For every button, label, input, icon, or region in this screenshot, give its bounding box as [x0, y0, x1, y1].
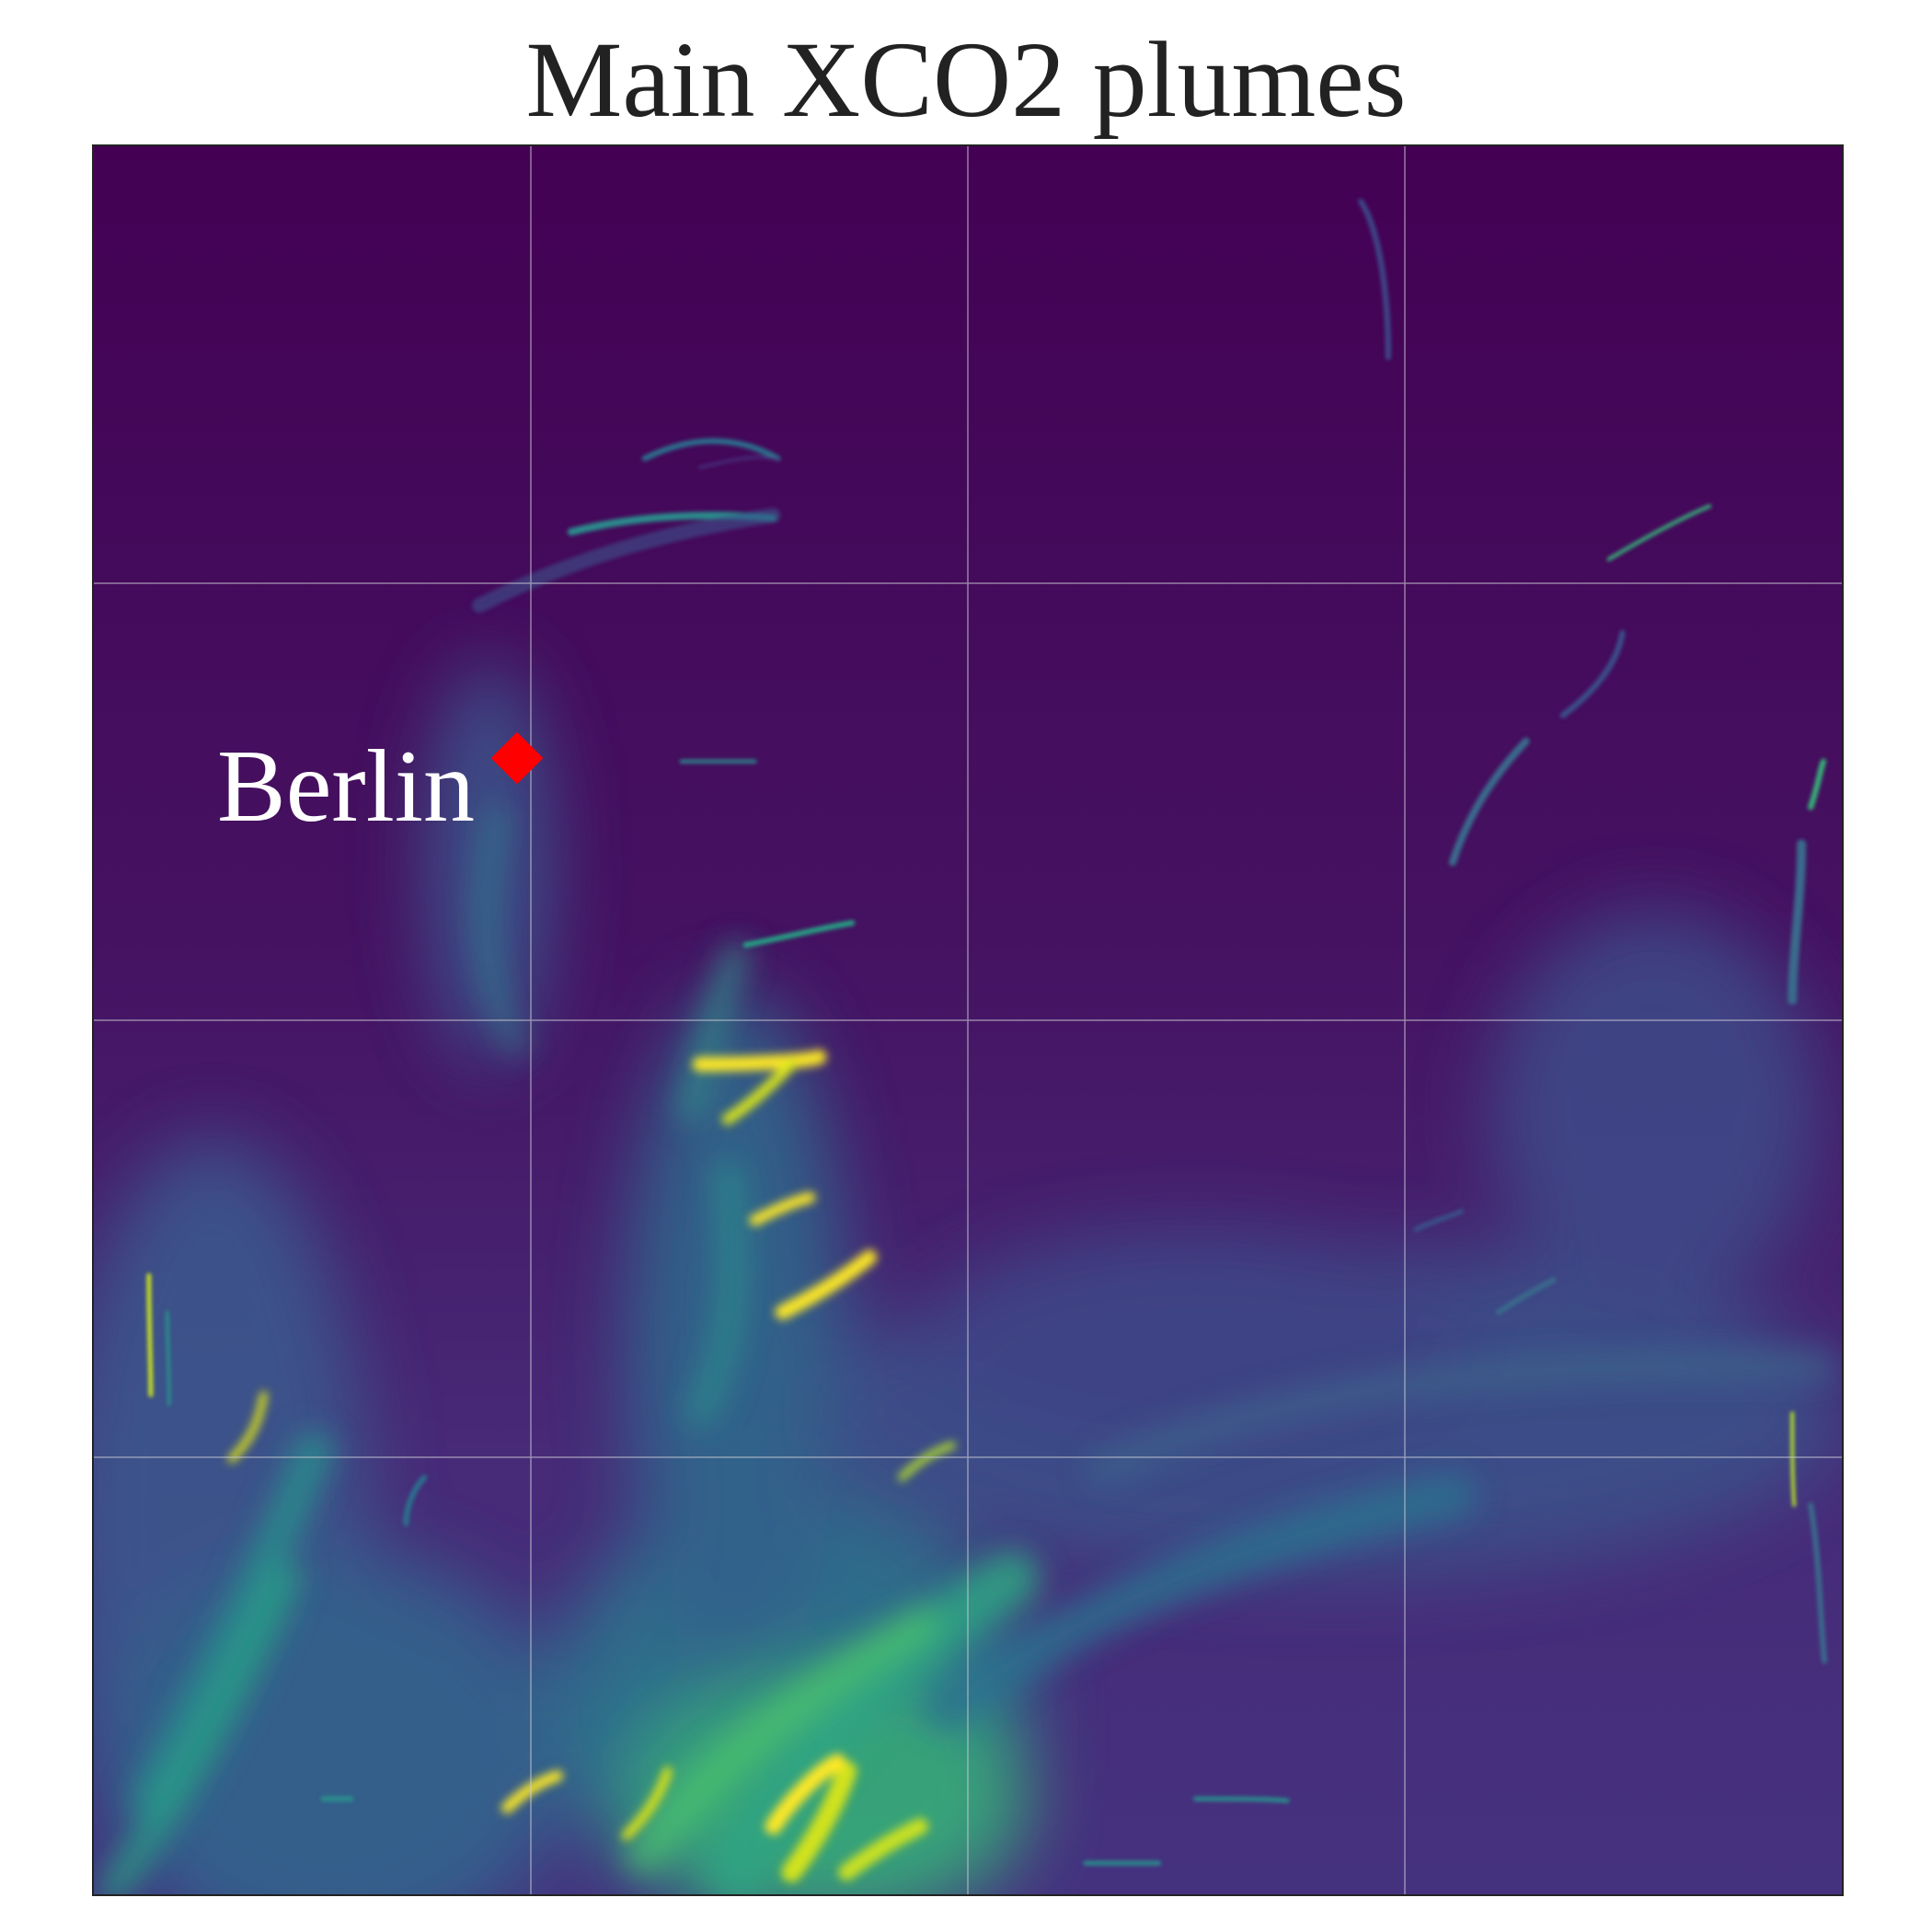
map-title: Main XCO2 plumes — [525, 19, 1407, 140]
city-label-berlin: Berlin — [217, 730, 475, 844]
thin-filaments — [146, 198, 1828, 1866]
bright-plumes — [227, 1049, 957, 1883]
xco2-field — [94, 146, 1842, 1894]
grid-lines — [94, 146, 1842, 1894]
medium-plume-streaks — [98, 806, 1836, 1894]
map-panel: Berlin — [92, 144, 1844, 1896]
